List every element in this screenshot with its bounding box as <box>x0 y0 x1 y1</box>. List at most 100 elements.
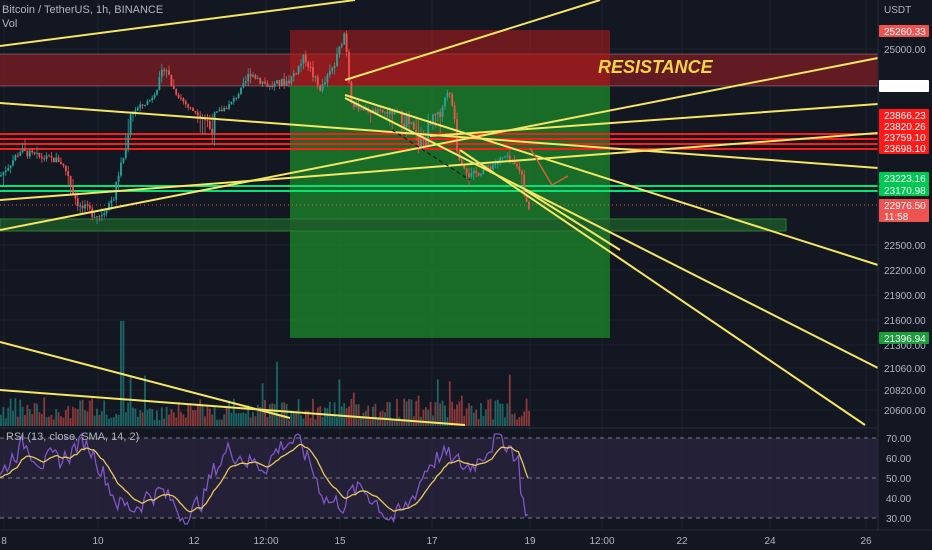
candle-body <box>285 80 288 86</box>
volume-bar <box>427 409 430 426</box>
volume-bar <box>9 398 12 426</box>
position-zones <box>290 30 610 338</box>
candle-body <box>525 193 528 202</box>
candle-body <box>96 216 98 218</box>
volume-bar <box>163 418 166 426</box>
volume-bar <box>216 419 218 426</box>
candle-body <box>103 212 106 216</box>
candle-body <box>242 82 245 88</box>
volume-bar <box>360 417 362 426</box>
candle-body <box>196 112 199 116</box>
candle-body <box>187 104 190 108</box>
candle-body <box>168 70 170 75</box>
candle-body <box>254 74 257 79</box>
candle-body <box>518 166 521 171</box>
trendline-falling-4 <box>459 149 866 426</box>
volume-bar <box>199 399 202 426</box>
candle-body <box>9 165 12 168</box>
svg-text:23759.10: 23759.10 <box>884 133 926 144</box>
volume-bar <box>208 408 211 426</box>
candle-body <box>412 122 415 130</box>
candle-body <box>28 150 31 157</box>
time-tick: 15 <box>334 536 346 547</box>
volume-bar <box>220 419 223 426</box>
time-tick: 12:00 <box>253 536 278 547</box>
volume-bar <box>57 412 60 426</box>
candle-body <box>163 69 166 72</box>
candle-body <box>446 92 449 98</box>
volume-bar <box>283 402 286 426</box>
candle-body <box>357 103 360 110</box>
trendline-top-2 <box>344 0 601 81</box>
candle-body <box>328 71 331 75</box>
candle-body <box>146 101 149 105</box>
candle-body <box>2 171 5 176</box>
candle-body <box>470 173 473 177</box>
candle-body <box>331 68 334 72</box>
volume-bar <box>403 398 406 426</box>
volume-bar <box>26 405 29 426</box>
candle-body <box>122 158 125 163</box>
time-axis[interactable]: 8 10 12 12:00 15 17 19 12:00 22 24 26 <box>0 529 932 550</box>
svg-text:23866.23: 23866.23 <box>884 111 926 122</box>
candle-body <box>240 87 242 94</box>
volume-bar <box>333 402 336 426</box>
candle-body <box>134 110 137 113</box>
volume-bar <box>117 414 120 426</box>
volume-bar <box>456 404 458 426</box>
candle-body <box>362 108 365 111</box>
volume-bar <box>218 419 221 426</box>
candle-body <box>124 148 127 159</box>
candle-body <box>206 120 209 122</box>
candle-body <box>434 114 437 116</box>
volume-bar <box>40 413 43 426</box>
price-badge: 23223.16 <box>879 172 929 185</box>
volume-bar <box>441 400 444 426</box>
candle-body <box>79 205 82 207</box>
volume-bar <box>400 419 403 426</box>
candle-body <box>180 97 182 99</box>
candle-body <box>153 94 156 98</box>
candle-body <box>220 109 223 112</box>
candle-body <box>136 107 139 111</box>
candle-body <box>300 63 302 66</box>
volume-bar <box>259 407 262 426</box>
candle-body <box>441 106 444 117</box>
volume-bar <box>16 416 19 426</box>
candle-body <box>482 169 485 174</box>
volume-bar <box>398 416 401 426</box>
volume-bar <box>55 409 58 426</box>
volume-bar <box>48 416 50 426</box>
volume-bar <box>513 413 516 426</box>
candle-body <box>405 116 408 128</box>
volume-label: Vol <box>2 18 18 30</box>
volume-bar <box>177 402 180 426</box>
volume-bar <box>518 417 521 426</box>
candle-body <box>348 51 350 83</box>
candle-body <box>295 73 298 75</box>
candle-body <box>172 85 175 89</box>
price-axis[interactable]: USDT 25000.00 22500.00 22200.00 21900.00 216… <box>877 0 932 530</box>
volume-bar <box>408 399 410 426</box>
volume-bar <box>302 418 305 426</box>
volume-bar <box>96 408 98 426</box>
volume-bar <box>506 403 509 426</box>
candle-body <box>292 73 295 77</box>
candle-body <box>184 101 187 105</box>
trendline-bottom-2 <box>0 389 466 426</box>
volume-bar <box>472 412 475 426</box>
volume-bar <box>240 413 242 426</box>
volume-bar <box>386 401 389 426</box>
volume-bar <box>470 405 473 426</box>
symbol-title[interactable]: Bitcoin / TetherUS, 1h, BINANCE <box>2 4 164 16</box>
volume-bar <box>528 410 530 426</box>
price-tick: 21900.00 <box>884 291 926 302</box>
volume-bar <box>266 417 269 426</box>
trendline-bottom-1 <box>0 341 291 419</box>
volume-bar <box>0 414 2 426</box>
candle-body <box>148 100 151 102</box>
candle-body <box>230 101 233 105</box>
volume-bar <box>136 416 139 426</box>
target-zone <box>290 86 610 338</box>
